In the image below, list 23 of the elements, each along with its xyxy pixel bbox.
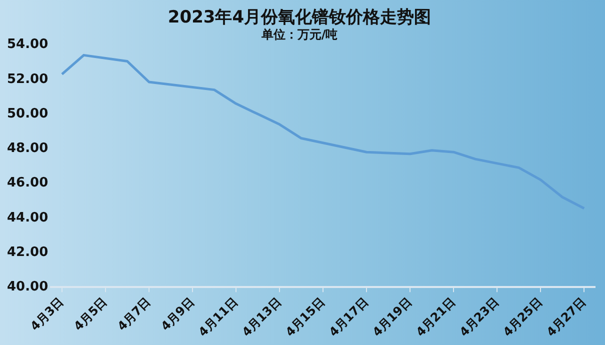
x-tick-label: 4月17日: [326, 294, 371, 340]
x-tick-label: 4月3日: [28, 294, 66, 334]
y-tick-label: 52.00: [6, 72, 48, 87]
y-tick-label: 54.00: [6, 37, 48, 52]
x-tick-label: 4月7日: [114, 294, 154, 334]
x-tick-label: 4月15日: [282, 294, 328, 340]
y-tick-label: 46.00: [6, 176, 48, 191]
x-tick-label: 4月19日: [370, 294, 414, 340]
x-tick-label: 4月11日: [196, 294, 240, 340]
x-tick-label: 4月23日: [456, 294, 502, 340]
y-tick-label: 40.00: [6, 280, 48, 295]
x-tick-label: 4月21日: [413, 294, 458, 340]
x-tick-label: 4月13日: [239, 294, 284, 340]
y-tick-label: 44.00: [6, 210, 48, 226]
chart-subtitle: 单位：万元/吨: [260, 28, 338, 42]
y-tick-label: 42.00: [6, 244, 48, 260]
x-tick-label: 4月5日: [71, 294, 110, 334]
x-tick-label: 4月25日: [500, 294, 545, 340]
y-tick-label: 48.00: [6, 141, 48, 156]
chart-title: 2023年4月份氧化镨钕价格走势图: [168, 8, 432, 28]
x-tick-label: 4月27日: [544, 294, 588, 340]
x-tick-label: 4月9日: [158, 294, 197, 334]
y-tick-label: 50.00: [6, 106, 48, 122]
